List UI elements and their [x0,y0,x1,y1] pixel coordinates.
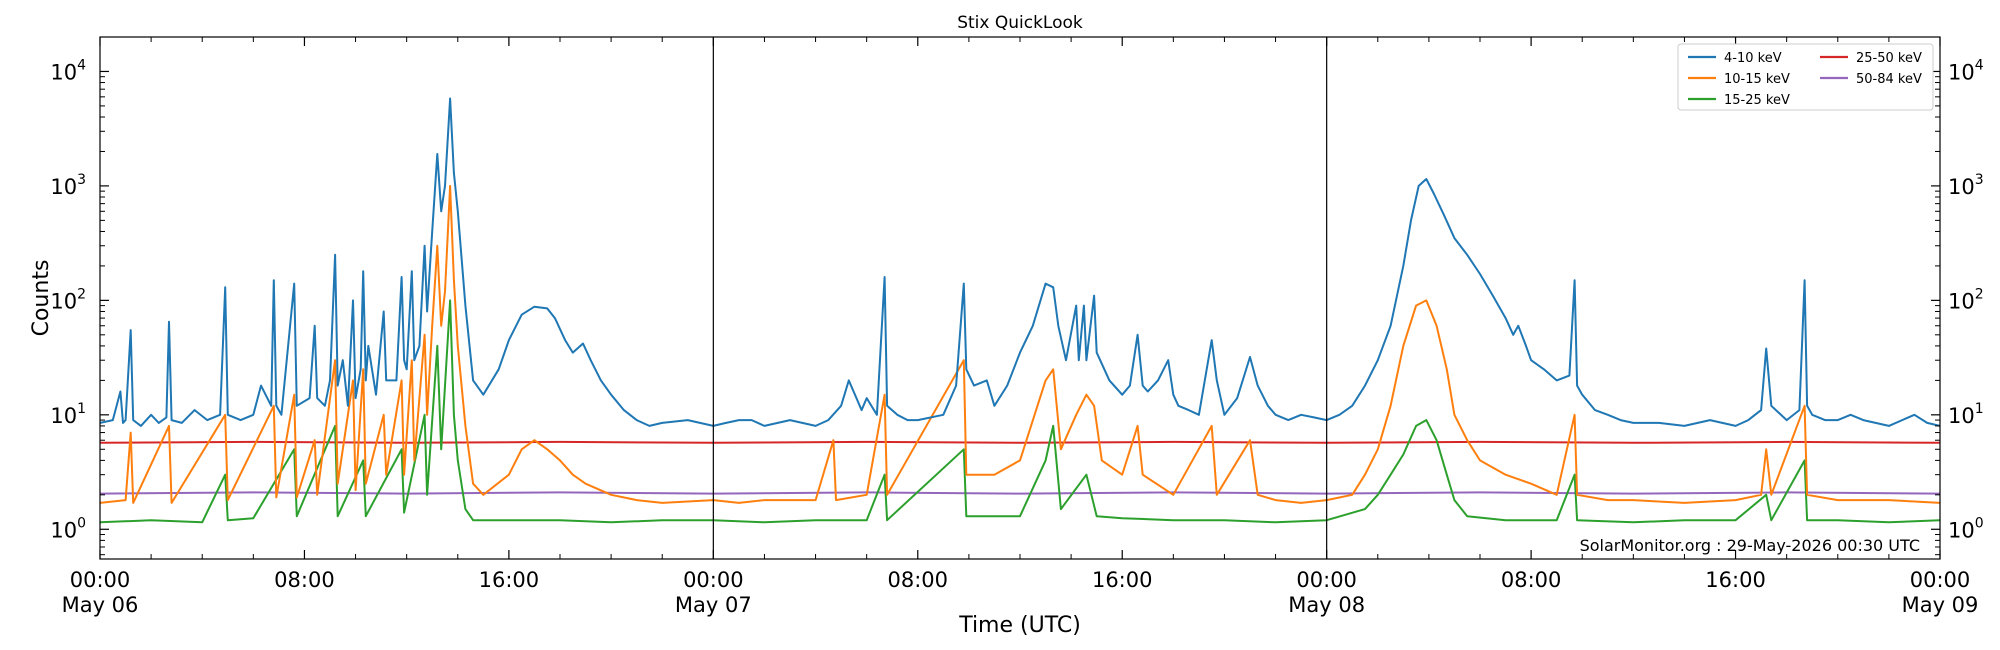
y-axis-ticks: 100 100 101 101 102 102 103 103 104 104 [50,36,1984,556]
x-axis-label: Time (UTC) [958,613,1081,638]
x-tick-label-date: May 08 [1288,593,1365,617]
x-tick-label-time: 00:00 [70,568,131,592]
legend-label: 10-15 keV [1724,72,1790,87]
x-tick-label-time: 08:00 [274,568,335,592]
credit-text: SolarMonitor.org : 29-May-2026 00:30 UTC [1580,536,1920,555]
y-tick-label-right: 104 [1948,57,1984,84]
y-axis-label: Counts [29,260,54,337]
x-tick-label-time: 00:00 [683,568,744,592]
series-line-50-84-kev [100,491,1940,495]
y-tick-label-right: 103 [1948,172,1984,199]
x-tick-label-date: May 06 [62,593,139,617]
y-tick-label-right: 101 [1948,401,1984,428]
x-tick-label-time: 16:00 [1705,568,1766,592]
y-tick-label-left: 103 [50,172,86,199]
x-tick-label-time: 08:00 [888,568,949,592]
x-tick-label-date: May 09 [1902,593,1979,617]
series-line-10-15-kev [100,184,1940,504]
x-tick-label-date: May 07 [675,593,752,617]
plot-frame [99,36,1941,560]
x-tick-label-time: 16:00 [479,568,540,592]
day-boundary-lines [712,37,1328,559]
legend-label: 4-10 keV [1724,51,1782,66]
x-tick-label-time: 00:00 [1910,568,1971,592]
y-tick-label-left: 102 [50,286,86,313]
x-tick-label-time: 00:00 [1296,568,1357,592]
legend-label: 15-25 keV [1724,93,1790,108]
y-tick-label-left: 104 [50,57,86,84]
series-line-15-25-kev [100,299,1940,524]
legend-box [1677,43,1934,111]
x-tick-label-time: 16:00 [1092,568,1153,592]
legend-label: 50-84 keV [1856,72,1922,87]
y-tick-label-left: 101 [50,401,86,428]
series-layer [100,97,1940,524]
y-tick-label-right: 102 [1948,286,1984,313]
y-tick-label-left: 100 [50,515,86,542]
chart-title: Stix QuickLook [957,13,1083,33]
y-tick-label-right: 100 [1948,515,1984,542]
x-tick-label-time: 08:00 [1501,568,1562,592]
legend-label: 25-50 keV [1856,51,1922,66]
series-line-4-10-kev [100,97,1940,427]
legend: 4-10 keV 10-15 keV 15-25 keV 25-50 keV 50-84… [1677,43,1934,111]
